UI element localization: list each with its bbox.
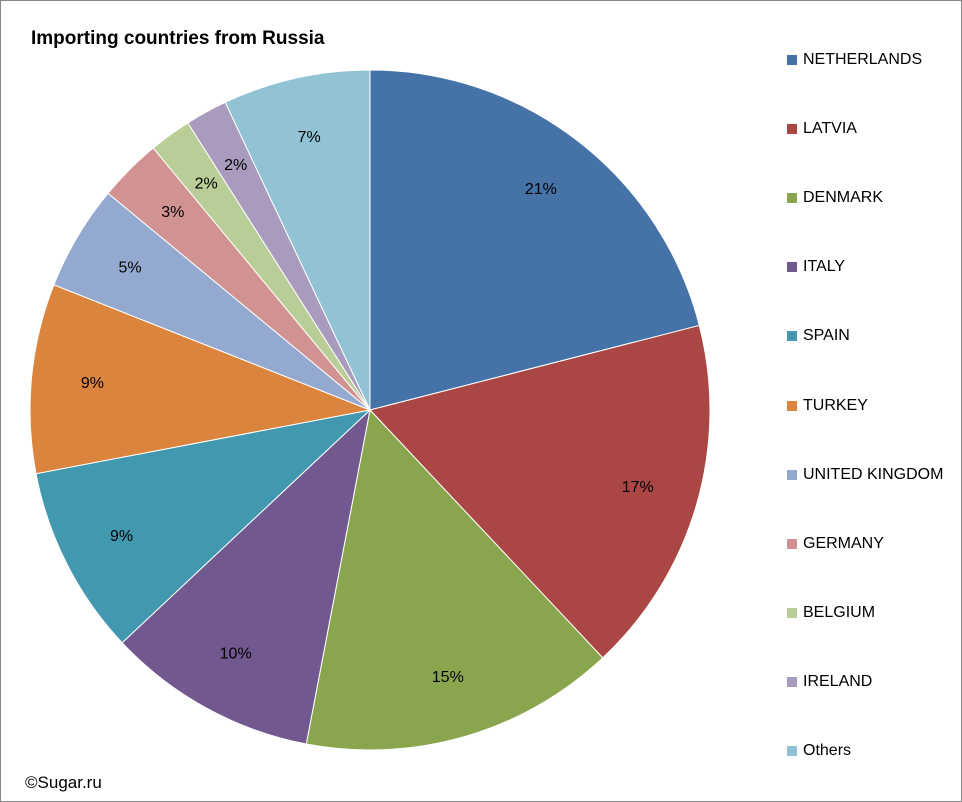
pie-slice-netherlands [369,69,700,411]
legend-label: Others [803,742,852,759]
data-label-denmark: 15% [432,669,464,686]
data-label-turkey: 9% [81,375,104,392]
data-labels-layer: 21% 17% 15% 10% 9% 9% 5% 3% 2% 2% 7% [81,129,654,686]
legend-swatch [787,193,797,204]
data-label-germany: 3% [161,204,184,221]
legend-item-united-kingdom: UNITED KINGDOM [787,464,943,486]
data-label-others: 7% [298,129,321,146]
data-label-italy: 10% [220,646,252,663]
legend-label: SPAIN [803,327,850,345]
data-label-spain: 9% [110,528,133,545]
legend-item-germany: GERMANY [787,533,884,555]
legend-item-netherlands: NETHERLANDS [787,49,922,71]
data-label-latvia: 17% [622,479,654,496]
chart-title: Importing countries from Russia [31,28,325,49]
data-label-netherlands: 21% [525,181,557,198]
legend-swatch [787,55,797,65]
pie-slice-denmark [305,408,604,751]
legend-label: GERMANY [803,534,884,552]
legend-item-ireland: IRELAND [787,671,872,693]
pie-slice-spain [35,409,372,644]
data-label-belgium: 2% [195,176,218,193]
pie-slice-italy [121,408,371,745]
legend-item-latvia: LATVIA [787,118,857,140]
legend-label: LATVIA [803,120,857,138]
data-label-ireland: 2% [224,157,247,174]
legend-label: ITALY [803,258,846,276]
legend-item-turkey: TURKEY [787,395,868,417]
legend-swatch [787,469,797,480]
legend-label: TURKEY [803,396,868,414]
legend-swatch [787,262,797,273]
pie-slice-turkey [29,284,372,475]
legend-label: UNITED KINGDOM [803,465,944,483]
legend-label: NETHERLANDS [803,51,923,68]
legend-swatch [787,124,797,135]
legend-swatch [787,400,797,411]
legend-swatch [787,538,797,549]
pie-slice-others [224,69,371,411]
legend-swatch [787,676,797,687]
pie-slice-latvia [369,324,711,659]
legend-item-others: Others [787,740,851,762]
legend-item-belgium: BELGIUM [787,602,875,624]
copyright-credit: ©Sugar.ru [25,773,102,792]
legend-item-spain: SPAIN [787,325,850,347]
slices-layer [29,69,711,751]
legend-label: DENMARK [803,189,884,207]
legend-label: IRELAND [803,672,873,690]
data-label-united-kingdom: 5% [118,259,141,276]
legend-item-denmark: DENMARK [787,187,883,209]
legend-swatch [787,607,797,618]
legend-swatch [787,746,797,756]
legend-label: BELGIUM [803,603,876,621]
legend-swatch [787,331,797,342]
legend-item-italy: ITALY [787,256,845,278]
